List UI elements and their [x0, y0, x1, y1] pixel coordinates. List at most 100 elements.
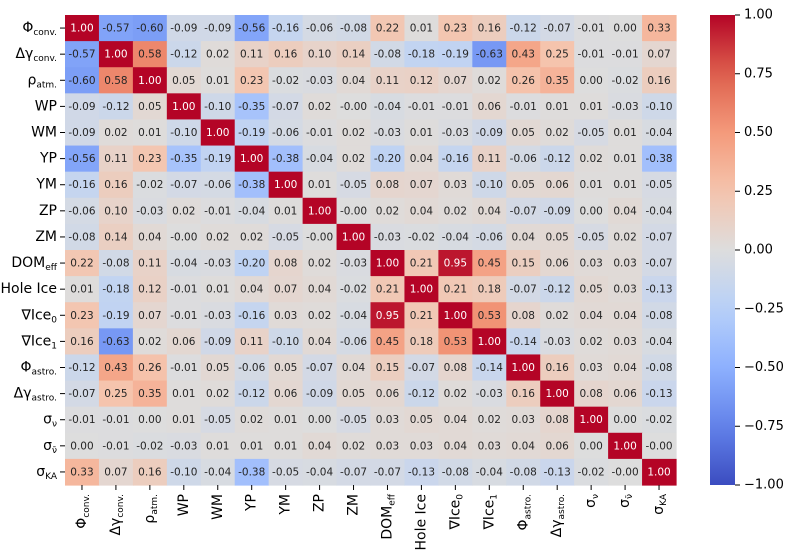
cell-value-label: 0.26 — [138, 362, 162, 374]
cell-value-label: -0.03 — [544, 336, 571, 348]
cell-value-label: -0.01 — [442, 101, 469, 113]
heatmap-cell — [438, 93, 473, 121]
cell-value-label: -0.05 — [578, 231, 605, 243]
cell-value-label: 0.08 — [579, 388, 602, 400]
heatmap-cell — [370, 328, 406, 356]
cell-value-label: -0.05 — [340, 414, 367, 426]
cell-value-label: 0.16 — [274, 49, 298, 61]
heatmap-cell — [166, 250, 202, 277]
heatmap-cell — [506, 302, 541, 329]
heatmap-cell — [302, 93, 338, 121]
heatmap-cell — [404, 328, 439, 356]
cell-value-label: 0.03 — [613, 258, 636, 270]
cell-value-label: 0.03 — [613, 336, 636, 348]
heatmap-cell — [370, 276, 406, 303]
cell-value-label: -0.06 — [476, 231, 503, 243]
cell-value-label: 0.04 — [613, 310, 637, 322]
cell-value-label: -0.57 — [102, 23, 129, 35]
heatmap-cell — [98, 406, 134, 434]
heatmap-cell — [200, 276, 236, 303]
cell-value-label: -0.10 — [170, 127, 197, 139]
cell-value-label: -0.03 — [306, 75, 333, 87]
cell-value-label: 0.02 — [444, 205, 467, 217]
cell-value-label: 1.00 — [240, 153, 263, 165]
cell-value-label: 0.00 — [579, 205, 602, 217]
heatmap-cell — [302, 406, 338, 434]
heatmap-cell — [336, 145, 372, 173]
cell-value-label: 0.01 — [579, 101, 602, 113]
x-tick-label: WM — [210, 494, 226, 520]
cell-value-label: 0.02 — [478, 414, 501, 426]
cell-value-label: 0.03 — [613, 284, 636, 296]
heatmap-cell — [166, 406, 202, 434]
cell-value-label: -0.08 — [68, 231, 95, 243]
cell-value-label: -0.56 — [68, 153, 95, 165]
cell-value-label: -0.19 — [204, 153, 231, 165]
cell-value-label: 0.16 — [104, 179, 128, 191]
cell-value-label: 0.02 — [172, 205, 195, 217]
cell-value-label: -0.14 — [510, 336, 537, 348]
cell-value-label: 0.00 — [70, 440, 93, 452]
cell-value-label: -0.04 — [170, 258, 197, 270]
cell-value-label: 0.05 — [274, 362, 297, 374]
cell-value-label: 0.06 — [545, 258, 569, 270]
heatmap-cell — [302, 171, 338, 199]
heatmap-cell — [268, 197, 304, 225]
cell-value-label: -0.10 — [170, 466, 197, 478]
cell-value-label: -0.20 — [238, 258, 265, 270]
heatmap-cell — [574, 354, 609, 382]
cell-value-label: -0.13 — [645, 284, 672, 296]
y-tick-label: YM — [35, 177, 57, 193]
heatmap-cell — [608, 197, 643, 225]
cell-value-label: -0.10 — [272, 336, 299, 348]
heatmap-cell — [166, 41, 202, 68]
heatmap-cell — [98, 250, 134, 277]
heatmap-cell — [268, 171, 304, 199]
cell-value-label: -0.00 — [340, 101, 367, 113]
cell-value-label: 0.04 — [512, 231, 536, 243]
x-tick-label: Δγastro. — [549, 494, 567, 537]
cell-value-label: 0.11 — [240, 336, 263, 348]
cell-value-label: -0.08 — [102, 258, 129, 270]
heatmap-cell — [540, 458, 575, 486]
heatmap-cell — [98, 197, 134, 225]
heatmap-cell — [472, 302, 507, 329]
cell-value-label: 0.04 — [512, 440, 536, 452]
cell-value-label: 0.06 — [376, 388, 400, 400]
heatmap-cell — [132, 93, 168, 121]
heatmap-cell — [506, 458, 541, 486]
heatmap-cell — [302, 302, 338, 329]
heatmap-cell — [132, 250, 168, 277]
cell-value-label: -0.00 — [611, 466, 638, 478]
cell-value-label: 0.01 — [138, 127, 161, 139]
cell-value-label: -0.07 — [68, 388, 95, 400]
cell-value-label: 1.00 — [70, 23, 93, 35]
cell-value-label: 0.03 — [478, 440, 501, 452]
heatmap-cell — [404, 171, 439, 199]
heatmap-cell — [302, 67, 338, 94]
heatmap-cell — [302, 223, 338, 251]
heatmap-cell — [200, 93, 236, 121]
heatmap-cell — [404, 67, 439, 94]
heatmap-cell — [608, 406, 643, 434]
heatmap-cell — [166, 93, 202, 121]
heatmap-cell — [404, 250, 439, 277]
cell-value-label: 0.03 — [512, 414, 535, 426]
cell-value-label: 0.02 — [579, 153, 602, 165]
heatmap-cell — [268, 41, 304, 68]
heatmap-cell — [65, 15, 100, 42]
colorbar-tick-label: −0.25 — [744, 301, 784, 316]
cell-value-label: -0.06 — [238, 362, 265, 374]
heatmap-cell — [98, 145, 134, 173]
heatmap-cell — [438, 354, 473, 382]
heatmap-cell — [540, 432, 575, 460]
x-tick-label: Φconv. — [74, 494, 92, 529]
cell-value-label: 0.06 — [545, 179, 569, 191]
heatmap-cell — [370, 15, 406, 42]
cell-value-label: 0.01 — [206, 440, 229, 452]
cell-value-label: 0.58 — [138, 49, 161, 61]
heatmap-cell — [608, 250, 643, 277]
heatmap-cell — [65, 276, 100, 303]
cell-value-label: 0.02 — [138, 336, 161, 348]
heatmap-cell — [540, 145, 575, 173]
